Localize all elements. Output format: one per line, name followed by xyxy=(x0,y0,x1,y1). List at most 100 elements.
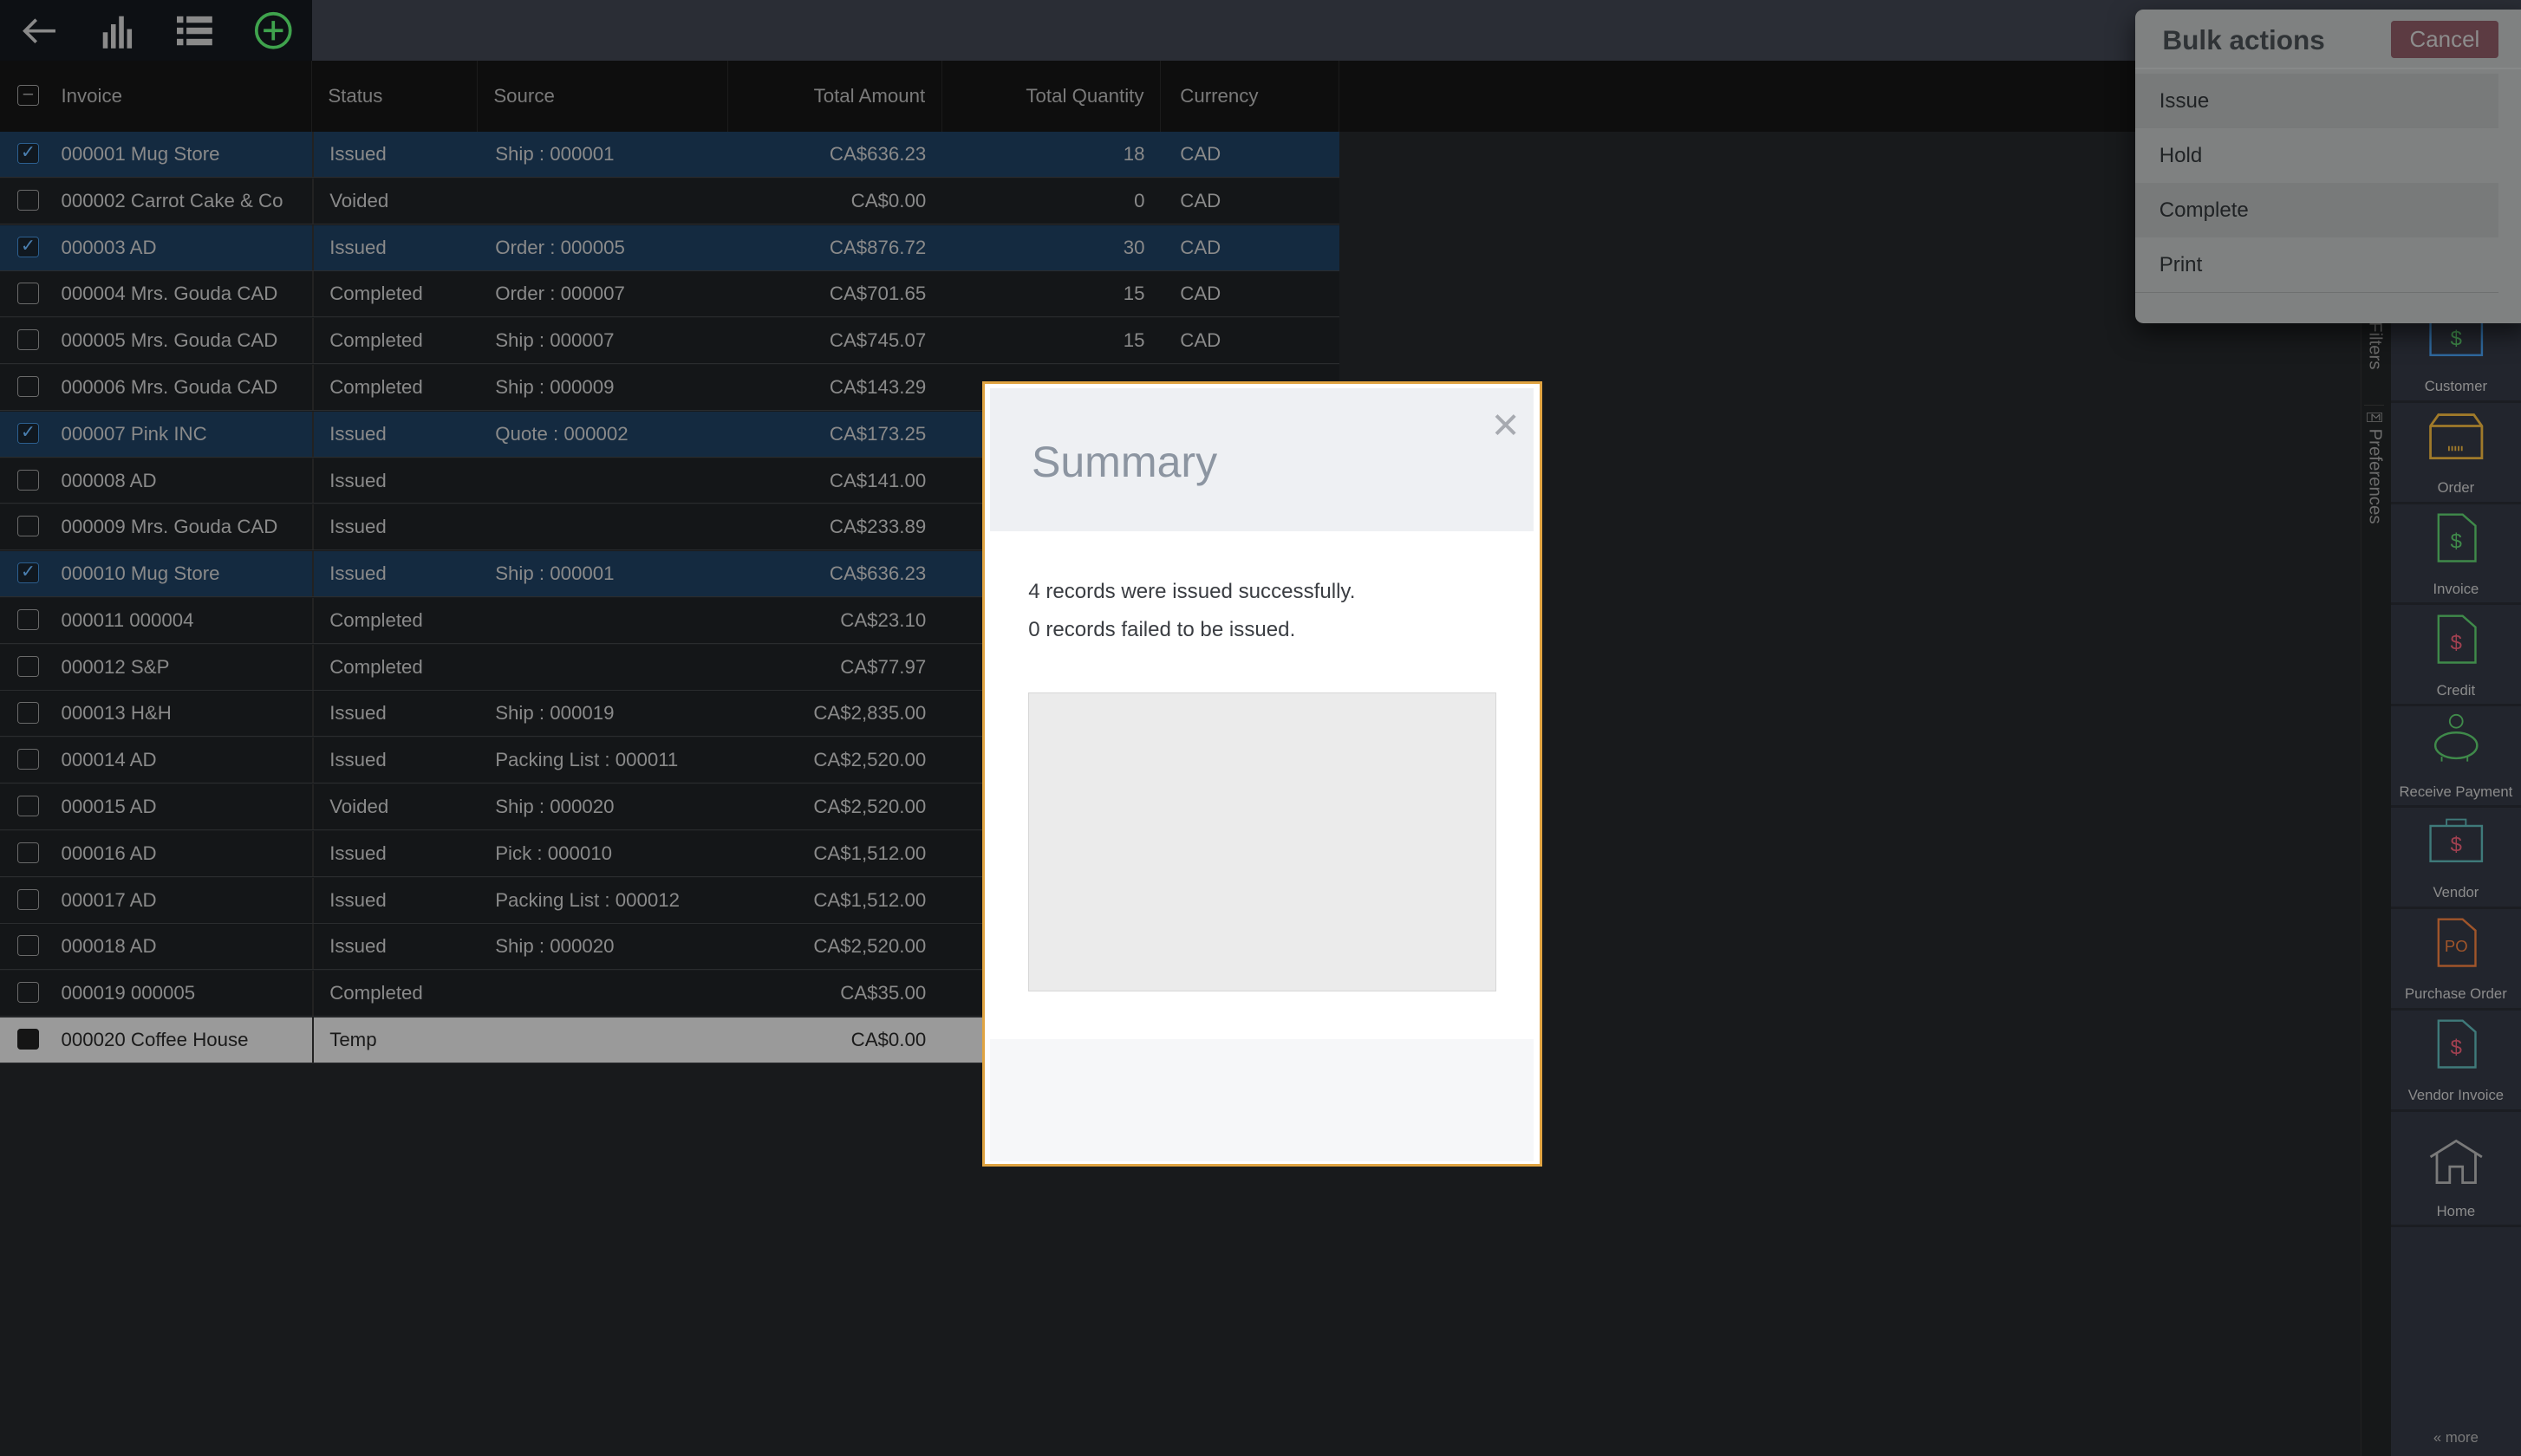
row-checkbox[interactable] xyxy=(17,1028,39,1050)
column-header-invoice[interactable]: – Invoice xyxy=(0,61,312,133)
row-checkbox[interactable] xyxy=(17,283,39,304)
table-row[interactable]: ✓ 000003 AD Issued Order : 000005 CA$876… xyxy=(0,224,1339,271)
cancel-button[interactable]: Cancel xyxy=(2390,21,2499,58)
bulk-actions-title: Bulk actions xyxy=(2162,23,2325,55)
row-checkbox[interactable] xyxy=(17,608,39,630)
invoice-cell: 000003 AD xyxy=(61,236,157,258)
back-arrow-icon[interactable] xyxy=(0,0,78,61)
source-cell: Quote : 000002 xyxy=(495,422,629,445)
preferences-tab[interactable]: Σ Preferences xyxy=(2364,405,2385,523)
currency-cell: CAD xyxy=(1180,283,1221,305)
source-cell: Packing List : 000012 xyxy=(495,888,680,911)
row-checkbox[interactable] xyxy=(17,842,39,863)
status-cell: Completed xyxy=(329,608,423,631)
table-row[interactable]: 000004 Mrs. Gouda CAD Completed Order : … xyxy=(0,271,1339,318)
row-checkbox[interactable] xyxy=(17,888,39,910)
bulk-action-hold[interactable]: Hold xyxy=(2159,144,2203,168)
amount-cell: CA$636.23 xyxy=(829,143,927,166)
sidebar-item-vendor[interactable]: $ Vendor xyxy=(2390,809,2521,909)
svg-text:$: $ xyxy=(2450,1037,2462,1060)
invoice-cell: 000007 Pink INC xyxy=(61,422,207,445)
row-checkbox[interactable] xyxy=(17,655,39,677)
bar-chart-icon[interactable] xyxy=(78,0,156,61)
toolbar xyxy=(0,0,312,62)
row-checkbox[interactable] xyxy=(17,189,39,211)
table-row[interactable]: 000005 Mrs. Gouda CAD Completed Ship : 0… xyxy=(0,318,1339,365)
source-cell: Ship : 000009 xyxy=(495,375,615,398)
row-checkbox[interactable] xyxy=(17,702,39,724)
module-sidebar: ShipReceive$CustomerOrder$Invoice$Credit… xyxy=(2390,111,2521,1456)
row-checkbox[interactable] xyxy=(17,469,39,491)
column-header-currency[interactable]: Currency xyxy=(1161,61,1339,133)
status-cell: Issued xyxy=(329,842,387,864)
row-checkbox[interactable] xyxy=(17,935,39,957)
row-checkbox[interactable]: ✓ xyxy=(17,236,39,257)
details-box xyxy=(1028,692,1496,991)
table-row[interactable]: 000014 AD Issued Packing List : 000011 C… xyxy=(0,738,1339,784)
sidebar-item-home[interactable]: Home xyxy=(2390,1112,2521,1228)
source-cell xyxy=(495,971,728,1016)
sidebar-item-label: Purchase Order xyxy=(2404,985,2507,1003)
close-icon[interactable]: ✕ xyxy=(1490,405,1521,445)
box-icon xyxy=(2428,413,2483,459)
home-icon xyxy=(2429,1140,2483,1185)
bulk-action-complete[interactable]: Complete xyxy=(2134,183,2499,238)
sidebar-item-invoice[interactable]: $ Invoice xyxy=(2390,504,2521,606)
amount-cell: CA$2,520.00 xyxy=(813,796,927,818)
list-icon[interactable] xyxy=(156,0,234,61)
row-checkbox[interactable] xyxy=(17,516,39,537)
bulk-action-print[interactable]: Print xyxy=(2134,237,2499,293)
status-cell: Issued xyxy=(329,702,387,725)
source-cell: Ship : 000020 xyxy=(495,796,615,818)
invoice-cell: 000017 AD xyxy=(61,888,157,911)
table-row[interactable]: 000002 Carrot Cake & Co Voided CA$0.00 0… xyxy=(0,178,1339,224)
table-row[interactable]: ✓ 000001 Mug Store Issued Ship : 000001 … xyxy=(0,132,1339,178)
status-cell: Completed xyxy=(329,655,423,678)
add-circle-icon[interactable] xyxy=(234,0,312,61)
invoice-cell: 000013 H&H xyxy=(61,702,172,725)
source-cell xyxy=(495,458,728,504)
invoice-cell: 000001 Mug Store xyxy=(61,143,220,166)
status-cell: Issued xyxy=(329,562,387,585)
invoice-cell: 000016 AD xyxy=(61,842,157,864)
row-checkbox[interactable] xyxy=(17,375,39,398)
row-checkbox[interactable] xyxy=(17,796,39,817)
row-checkbox[interactable] xyxy=(17,749,39,770)
column-header-total-amount[interactable]: Total Amount xyxy=(728,61,942,133)
sidebar-item-credit[interactable]: $ Credit xyxy=(2390,606,2521,707)
document-po-icon: PO xyxy=(2437,918,2477,967)
column-header-total-quantity[interactable]: Total Quantity xyxy=(942,61,1161,133)
row-checkbox[interactable]: ✓ xyxy=(17,143,39,165)
row-checkbox[interactable]: ✓ xyxy=(17,562,39,584)
column-header-status[interactable]: Status xyxy=(312,61,478,133)
row-checkbox[interactable] xyxy=(17,329,39,351)
amount-cell: CA$1,512.00 xyxy=(813,888,927,911)
filters-tab[interactable]: Filters xyxy=(2365,321,2385,370)
status-cell: Voided xyxy=(329,796,389,818)
row-checkbox[interactable] xyxy=(17,982,39,1004)
svg-text:$: $ xyxy=(2450,328,2462,351)
amount-cell: CA$35.00 xyxy=(840,982,927,1004)
select-all-checkbox[interactable]: – xyxy=(17,85,39,107)
table-row[interactable]: 000017 AD Issued Packing List : 000012 C… xyxy=(0,877,1339,924)
sidebar-item-receive-payment[interactable]: Receive Payment xyxy=(2390,707,2521,809)
column-header-source[interactable]: Source xyxy=(478,61,729,133)
quantity-cell: 18 xyxy=(1123,143,1145,166)
source-cell: Ship : 000001 xyxy=(495,562,615,585)
header-label: Invoice xyxy=(61,85,122,107)
more-link[interactable]: « more xyxy=(2433,1428,2479,1446)
source-cell xyxy=(495,1017,728,1063)
currency-cell: CAD xyxy=(1180,143,1221,166)
row-checkbox[interactable]: ✓ xyxy=(17,422,39,444)
status-cell: Issued xyxy=(329,935,387,958)
bulk-action-issue[interactable]: Issue xyxy=(2134,74,2499,129)
quantity-cell: 15 xyxy=(1123,329,1145,352)
sidebar-item-vendor-invoice[interactable]: $ Vendor Invoice xyxy=(2390,1011,2521,1112)
sigma-icon: Σ xyxy=(2367,412,2383,422)
sidebar-item-order[interactable]: Order xyxy=(2390,403,2521,504)
status-cell: Completed xyxy=(329,329,423,352)
sidebar-item-label: Receive Payment xyxy=(2399,783,2513,800)
sidebar-item-purchase-order[interactable]: PO Purchase Order xyxy=(2390,910,2521,1011)
source-cell xyxy=(495,504,728,549)
